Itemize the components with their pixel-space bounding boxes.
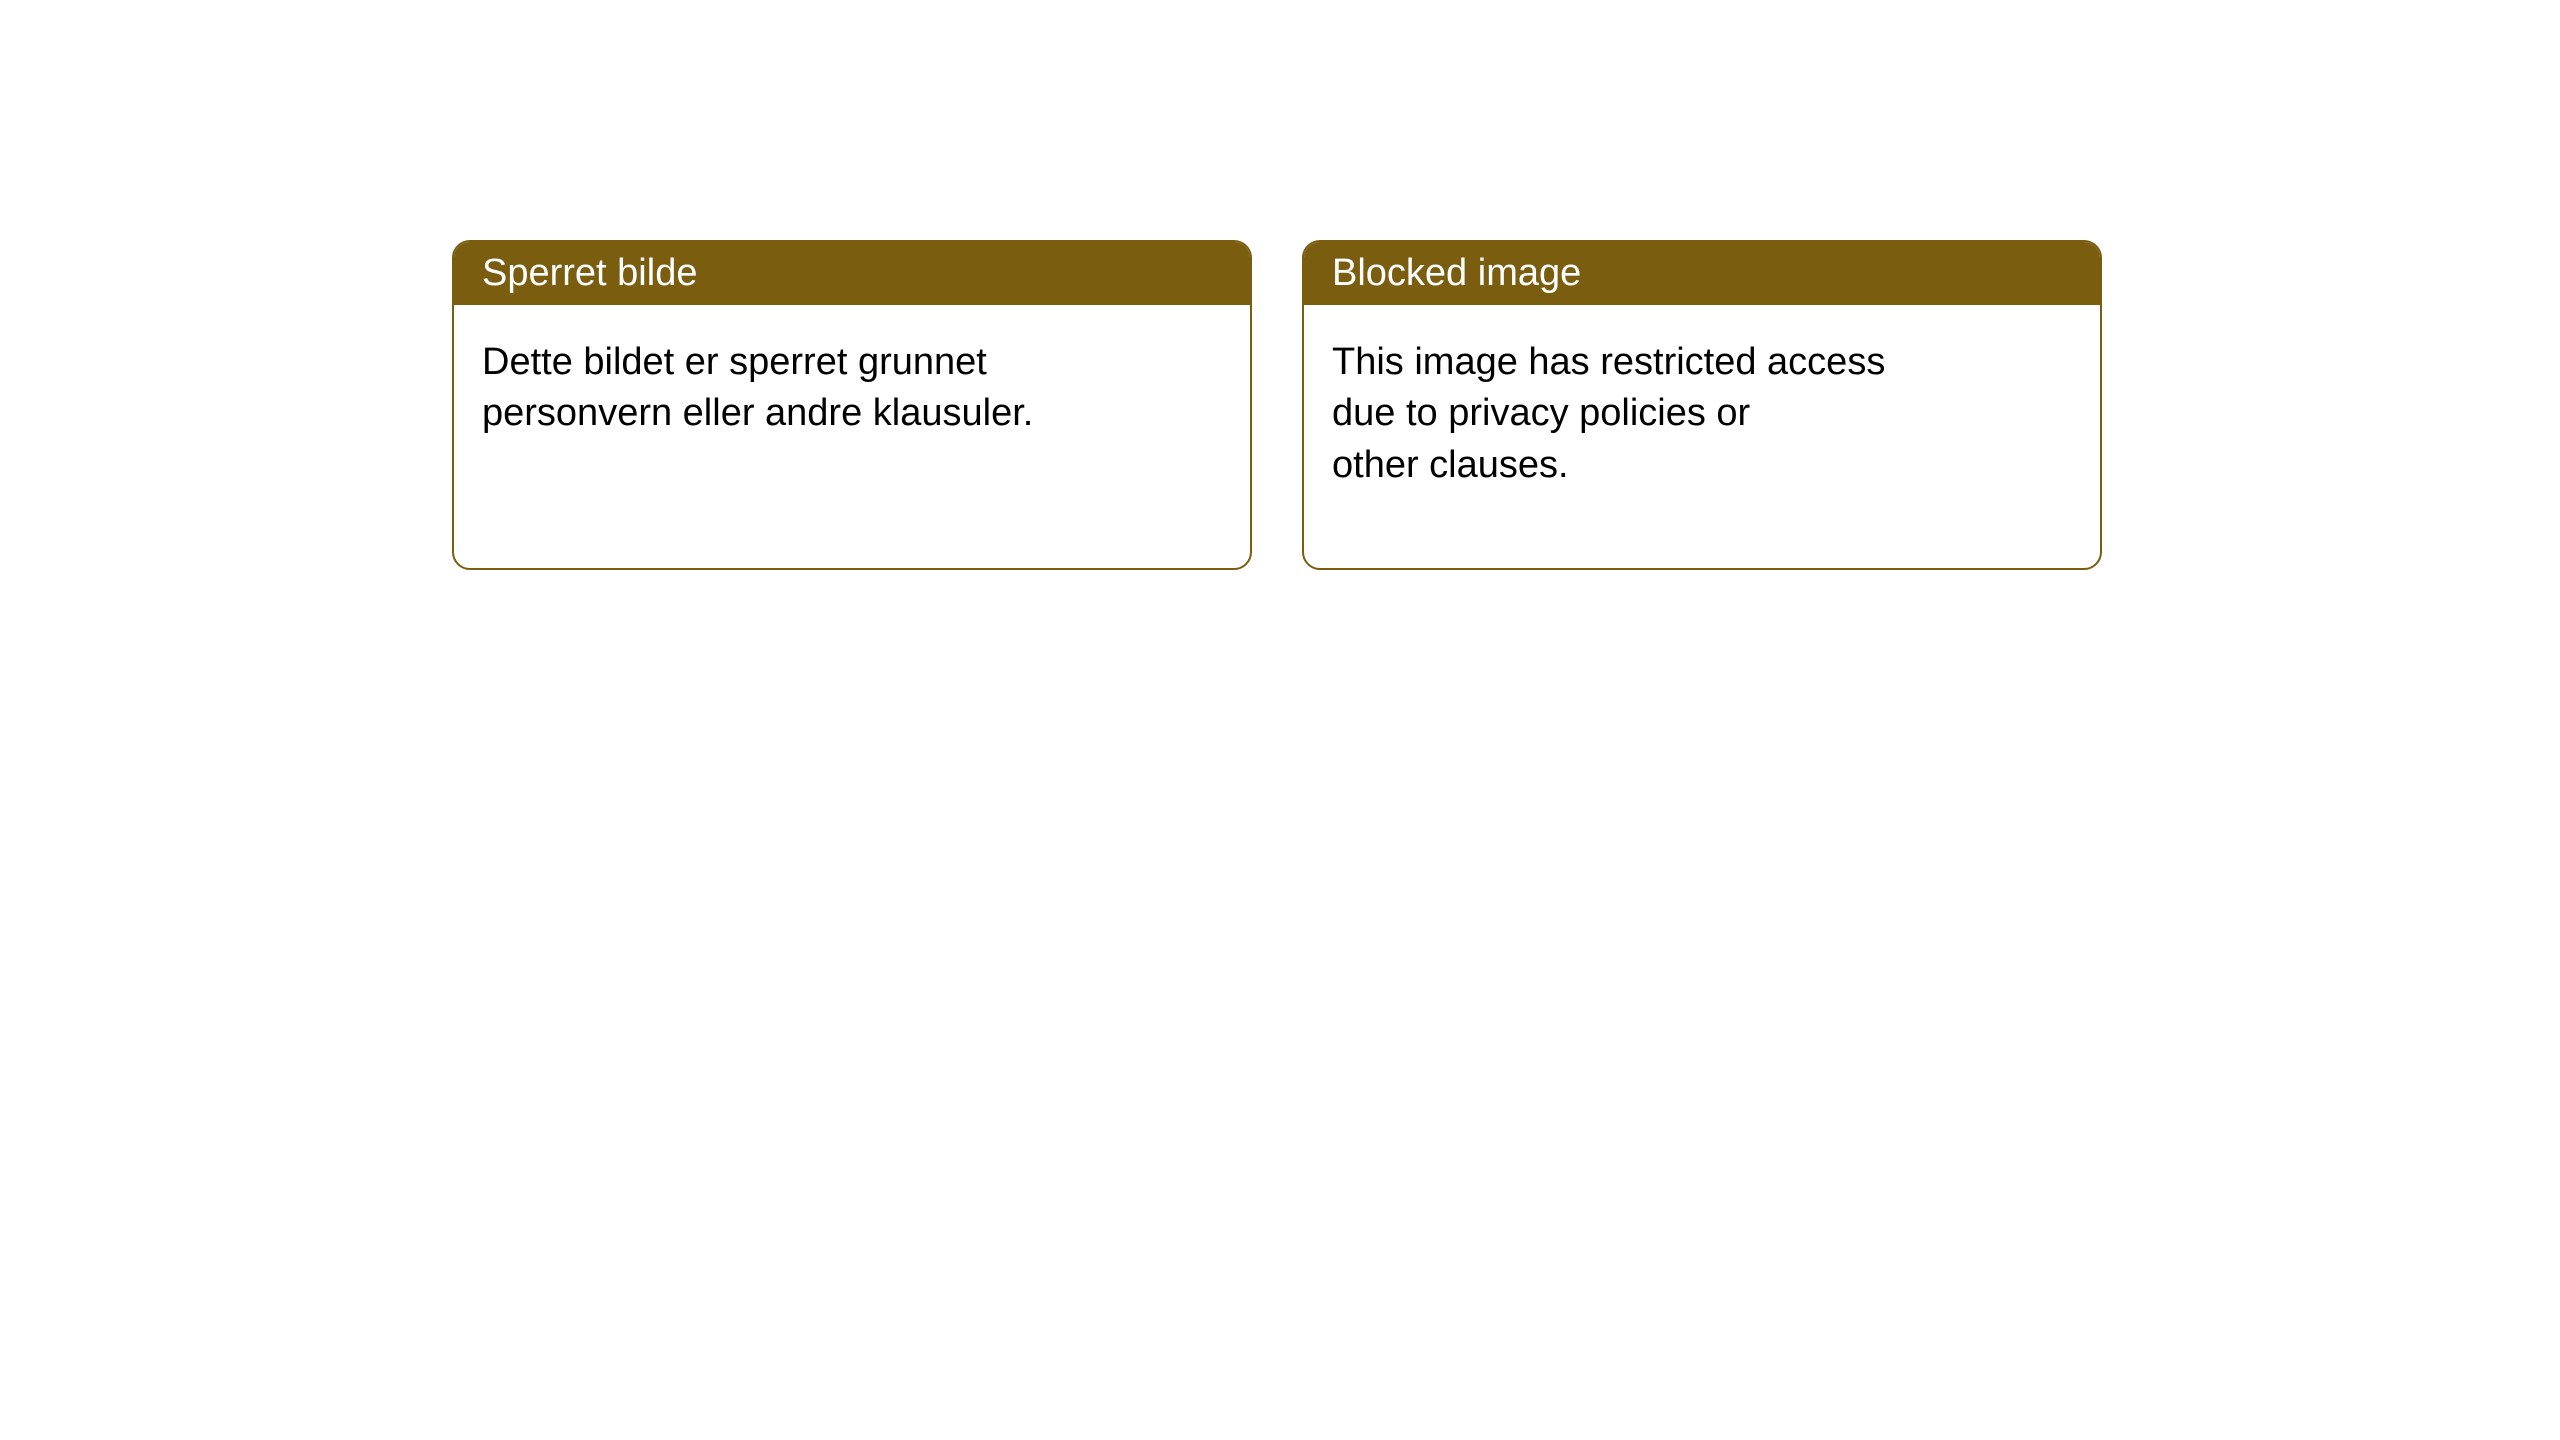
notice-card-english: Blocked image This image has restricted … bbox=[1302, 240, 2102, 570]
notice-card-norwegian: Sperret bilde Dette bildet er sperret gr… bbox=[452, 240, 1252, 570]
card-title: Blocked image bbox=[1304, 242, 2100, 305]
card-message: Dette bildet er sperret grunnet personve… bbox=[454, 305, 1250, 472]
notice-cards-container: Sperret bilde Dette bildet er sperret gr… bbox=[452, 240, 2102, 570]
card-message: This image has restricted access due to … bbox=[1304, 305, 2100, 523]
card-title: Sperret bilde bbox=[454, 242, 1250, 305]
